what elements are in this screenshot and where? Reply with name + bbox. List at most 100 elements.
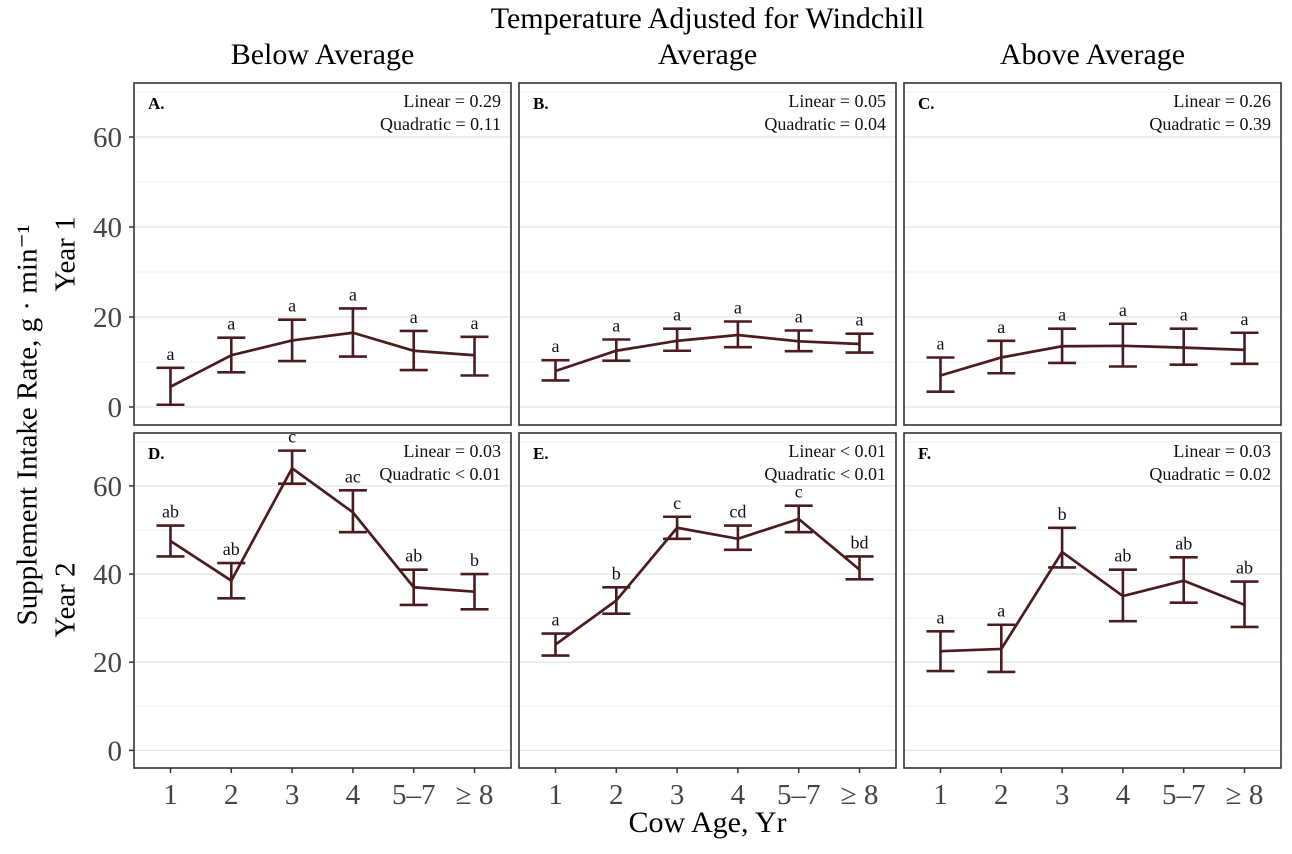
panel-background bbox=[904, 433, 1281, 768]
sig-letter: a bbox=[936, 334, 944, 354]
panel-D-chart: ab ab c ac ab b D. Linear = 0.03 Quadratic < 0.0… bbox=[93, 427, 512, 811]
sig-letters: a a a a a a bbox=[936, 300, 1248, 354]
facet-header-below-average: Below Average bbox=[230, 38, 415, 71]
sig-letter: a bbox=[673, 305, 681, 325]
sig-letters: a a a a a a bbox=[551, 298, 863, 357]
sig-letter: c bbox=[673, 493, 681, 513]
sig-letter: a bbox=[1241, 309, 1249, 329]
sig-letter: ab bbox=[223, 539, 240, 559]
sig-letter: a bbox=[997, 317, 1005, 337]
panel-letter: A. bbox=[148, 94, 165, 113]
x-tick-label: 2 bbox=[609, 779, 624, 811]
error-bars bbox=[541, 320, 874, 382]
panel-border bbox=[518, 82, 897, 426]
panel-border bbox=[133, 432, 512, 769]
data-line bbox=[940, 550, 1246, 653]
sig-letter: a bbox=[1119, 300, 1127, 320]
sig-letter: ab bbox=[405, 546, 422, 566]
sig-letter: a bbox=[410, 307, 418, 327]
sig-letter: cd bbox=[729, 502, 746, 522]
x-tick-label: 5–7 bbox=[1162, 779, 1206, 811]
sig-letter: a bbox=[288, 296, 296, 316]
sig-letter: a bbox=[551, 336, 559, 356]
stats-text: Quadratic = 0.04 bbox=[764, 114, 886, 134]
sig-letter: ab bbox=[162, 502, 179, 522]
facet-header-average: Average bbox=[657, 38, 758, 71]
sig-letter: b bbox=[1058, 504, 1067, 524]
sig-letters: a a a a a a bbox=[166, 284, 478, 363]
plot-area: a a a a a a B. Linear = 0.05 Quadratic = 0.04 bbox=[518, 82, 897, 426]
panel-B-chart: a a a a a a B. Linear = 0.05 Quadratic = 0.04 bbox=[518, 82, 897, 426]
row-label-year-2: Year 2 bbox=[49, 562, 82, 638]
stats-text: Linear < 0.01 bbox=[788, 441, 886, 461]
stats-text: Linear = 0.29 bbox=[403, 91, 501, 111]
sig-letter: a bbox=[1058, 305, 1066, 325]
data-line bbox=[554, 517, 861, 646]
panel-background bbox=[904, 83, 1281, 425]
panel-background bbox=[519, 83, 896, 425]
y-tick-label: 20 bbox=[93, 302, 122, 334]
x-tick-label: 3 bbox=[670, 779, 685, 811]
x-tick-label: 5–7 bbox=[392, 779, 436, 811]
x-tick-label: ≥ 8 bbox=[456, 779, 494, 811]
y-tick-label: 0 bbox=[108, 392, 123, 424]
x-tick-label: ≥ 8 bbox=[841, 779, 879, 811]
x-tick-label: 5–7 bbox=[777, 779, 821, 811]
sig-letter: a bbox=[997, 601, 1005, 621]
panel-border bbox=[903, 432, 1282, 769]
stats-text: Quadratic < 0.01 bbox=[379, 464, 501, 484]
sig-letter: a bbox=[227, 314, 235, 334]
x-axis-label: Cow Age, Yr bbox=[628, 806, 787, 839]
panel-border bbox=[133, 82, 512, 426]
y-tick-label: 20 bbox=[93, 647, 122, 679]
y-tick-label: 40 bbox=[93, 559, 122, 591]
y-tick-label: 40 bbox=[93, 212, 122, 244]
panel-C-chart: a a a a a a C. Linear = 0.26 Quadratic = 0.39 bbox=[903, 82, 1282, 426]
sig-letter: a bbox=[1180, 305, 1188, 325]
panel-A-chart: a a a a a a A. Linear = 0.29 Quadratic = 0.11 0 20… bbox=[93, 82, 512, 426]
sig-letter: a bbox=[612, 316, 620, 336]
y-tick-label: 60 bbox=[93, 122, 122, 154]
stats-text: Linear = 0.03 bbox=[1173, 441, 1271, 461]
x-tick-label: 4 bbox=[731, 779, 746, 811]
sig-letter: a bbox=[166, 344, 174, 364]
panel-letter: C. bbox=[918, 94, 935, 113]
data-line bbox=[940, 344, 1245, 377]
plot-area: ab ab c ac ab b D. Linear = 0.03 Quadratic < 0.0… bbox=[93, 427, 512, 811]
sig-letter: ab bbox=[1114, 546, 1131, 566]
gridlines bbox=[134, 441, 511, 752]
panel-border bbox=[903, 82, 1282, 426]
stats-text: Linear = 0.05 bbox=[788, 91, 886, 111]
gridlines bbox=[519, 441, 896, 752]
plot-area: a a a a a a C. Linear = 0.26 Quadratic = 0.39 bbox=[903, 82, 1282, 426]
sig-letter: c bbox=[795, 482, 803, 502]
stats-text: Linear = 0.03 bbox=[403, 441, 501, 461]
panel-letter: D. bbox=[148, 444, 165, 463]
panel-letter: F. bbox=[918, 444, 931, 463]
sig-letter: ab bbox=[1236, 558, 1253, 578]
x-tick-label: ≥ 8 bbox=[1226, 779, 1264, 811]
data-line bbox=[169, 466, 475, 594]
sig-letter: b bbox=[612, 563, 621, 583]
sig-letter: ac bbox=[345, 466, 361, 486]
sig-letters: ab ab c ac ab b bbox=[162, 427, 479, 570]
y-tick-label: 60 bbox=[93, 471, 122, 503]
sig-letter: ab bbox=[1175, 533, 1192, 553]
sig-letter: a bbox=[551, 610, 559, 630]
gridlines bbox=[134, 91, 511, 408]
stats-text: Quadratic = 0.39 bbox=[1149, 114, 1271, 134]
data-line bbox=[169, 331, 475, 388]
x-tick-label: 3 bbox=[1055, 779, 1070, 811]
panel-border bbox=[518, 432, 897, 769]
stats-text: Linear = 0.26 bbox=[1173, 91, 1271, 111]
x-tick-label: 4 bbox=[1116, 779, 1131, 811]
sig-letter: c bbox=[288, 427, 296, 447]
sig-letter: bd bbox=[851, 532, 869, 552]
sig-letters: a b c cd c bd bbox=[551, 482, 868, 630]
panel-letter: B. bbox=[533, 94, 549, 113]
x-tick-label: 1 bbox=[548, 779, 563, 811]
